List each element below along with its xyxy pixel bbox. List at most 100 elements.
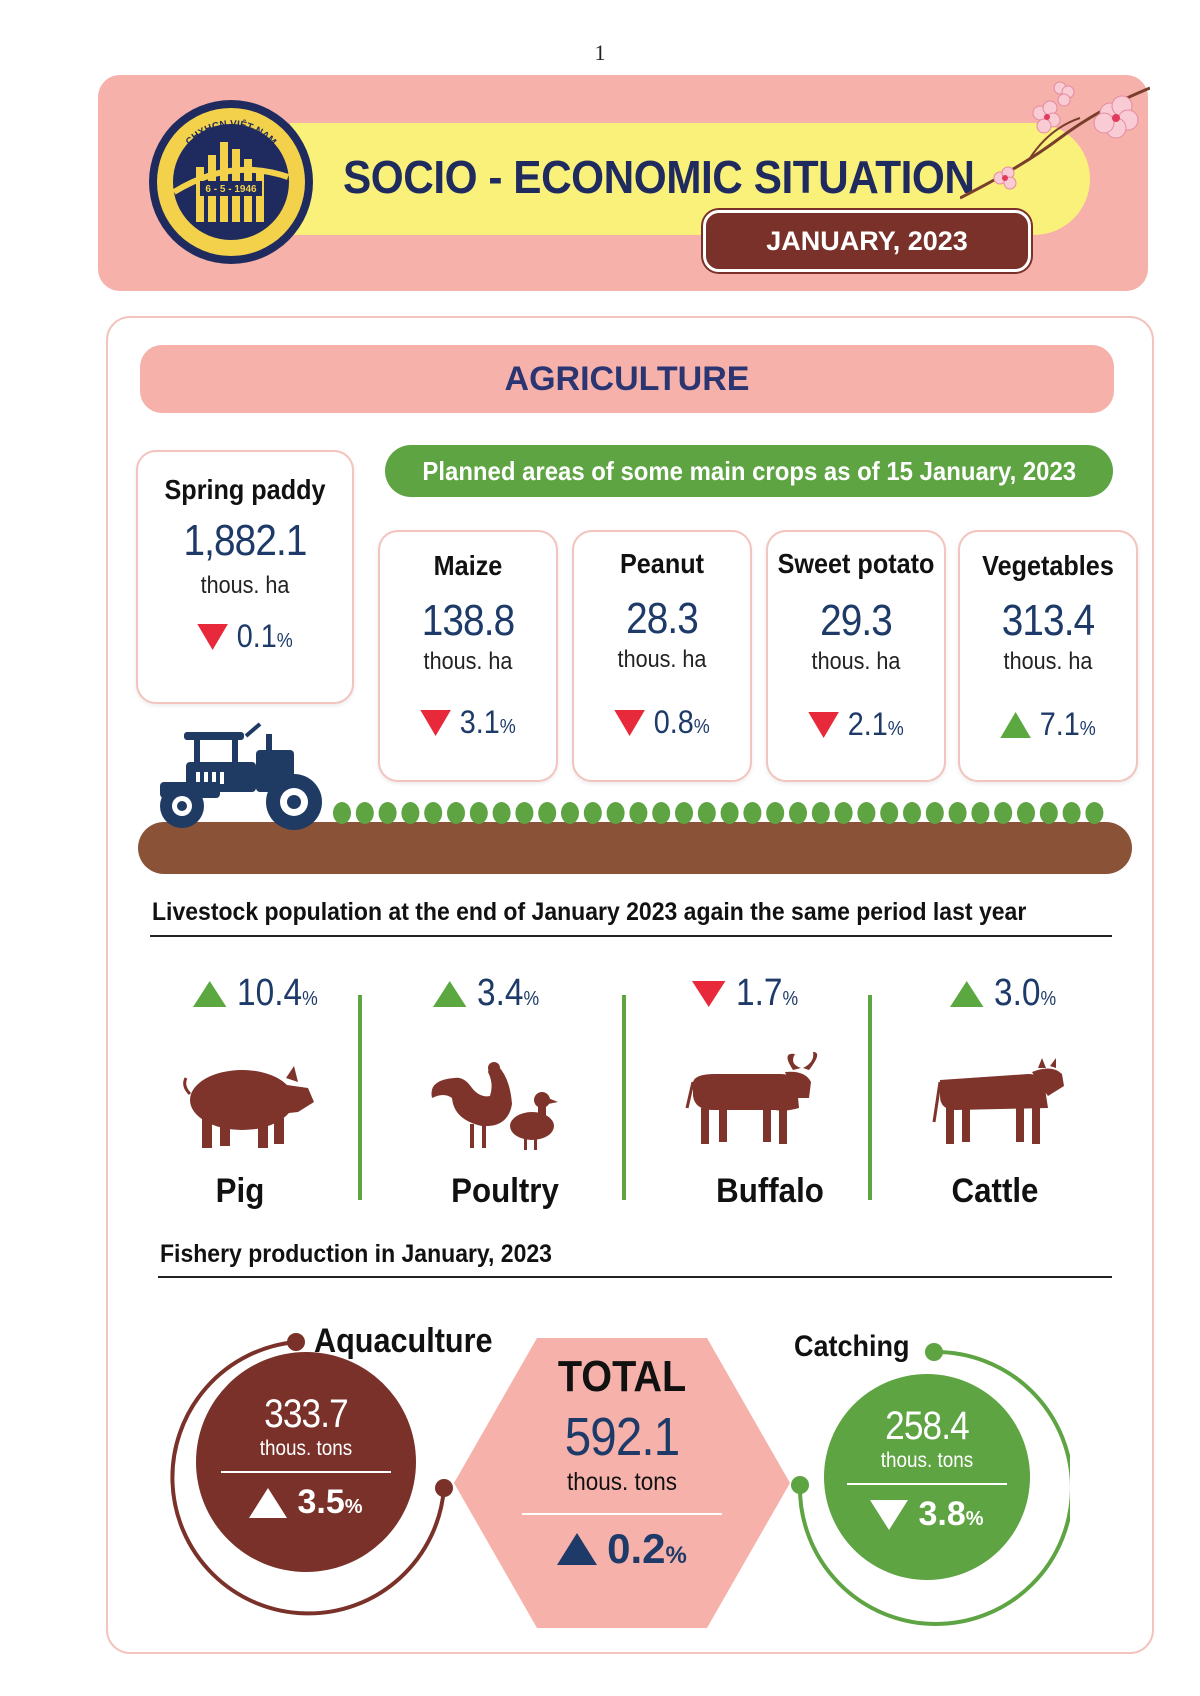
crop-box-sweet-potato: Sweet potato 29.3 thous. ha 2.1%	[766, 530, 946, 782]
sprout-icon	[492, 802, 511, 824]
sprout-icon	[629, 802, 648, 824]
sprout-icon	[378, 802, 397, 824]
crop-value: 29.3	[820, 596, 893, 645]
sprout-icon	[1039, 802, 1058, 824]
livestock-name-pig: Pig	[215, 1172, 265, 1210]
sprout-icon	[743, 802, 762, 824]
increase-triangle-icon	[950, 980, 984, 1007]
decrease-triangle-icon	[692, 980, 726, 1007]
aquaculture-divider	[221, 1471, 391, 1473]
sprout-icon	[447, 802, 465, 824]
percent-sign: %	[302, 988, 318, 1010]
report-date-badge: JANUARY, 2023	[703, 210, 1031, 272]
catching-divider	[847, 1483, 1007, 1485]
sprout-icon	[811, 802, 830, 824]
crop-change-value: 7.1	[1039, 706, 1080, 742]
sprout-icon	[606, 802, 625, 824]
increase-triangle-icon	[433, 980, 467, 1007]
aquaculture-circle: 333.7 thous. tons 3.5%	[196, 1352, 416, 1572]
aquaculture-dot	[287, 1333, 305, 1351]
fishery-connector-arcs	[170, 1333, 1070, 1626]
crop-box-maize: Maize 138.8 thous. ha 3.1%	[378, 530, 558, 782]
total-change-value: 0.2	[607, 1525, 666, 1572]
livestock-change-value: 1.7	[736, 972, 783, 1014]
spring-paddy-change: 0.1%	[149, 618, 342, 655]
sprout-icon	[515, 802, 534, 824]
decrease-triangle-icon	[614, 709, 645, 736]
aquaculture-value: 333.7	[264, 1392, 349, 1436]
crop-unit: thous. ha	[811, 648, 901, 675]
crop-change-value: 2.1	[847, 706, 888, 742]
percent-sign: %	[782, 988, 799, 1010]
crop-label: Maize	[433, 550, 503, 581]
sprout-icon	[834, 802, 853, 824]
sprout-icon	[1017, 802, 1035, 824]
sprout-icon	[1085, 802, 1104, 824]
crop-box-vegetables: Vegetables 313.4 thous. ha 7.1%	[958, 530, 1138, 782]
livestock-separator	[358, 995, 362, 1200]
poultry-icon	[431, 1062, 558, 1150]
sprout-icon	[994, 802, 1013, 824]
total-unit: thous. tons	[566, 1468, 678, 1496]
crop-unit: thous. ha	[617, 646, 707, 673]
percent-sign: %	[1040, 988, 1057, 1010]
buffalo-icon	[685, 1052, 818, 1144]
catching-dot	[791, 1476, 809, 1494]
crop-change: 0.8%	[583, 704, 741, 741]
sprout-icon	[948, 802, 967, 824]
soil-strip	[138, 822, 1132, 874]
pig-icon	[183, 1066, 314, 1148]
livestock-name-poultry: Poultry	[451, 1172, 559, 1210]
decrease-triangle-icon	[808, 711, 839, 738]
spring-paddy-label: Spring paddy	[164, 474, 326, 505]
sprout-icon	[424, 802, 443, 824]
aquaculture-change: 3.5%	[196, 1483, 416, 1522]
sprout-icon	[720, 802, 739, 824]
percent-sign: %	[965, 1508, 984, 1530]
spring-paddy-box: Spring paddy 1,882.1 thous. ha 0.1%	[136, 450, 354, 704]
sprout-icon	[355, 802, 374, 824]
sprout-icon	[652, 802, 671, 824]
crop-change-value: 3.1	[459, 704, 500, 740]
crop-box-peanut: Peanut 28.3 thous. ha 0.8%	[572, 530, 752, 782]
livestock-name-buffalo: Buffalo	[716, 1172, 824, 1210]
crop-change: 3.1%	[389, 704, 547, 741]
sprout-icon	[401, 802, 420, 824]
section-title-bar: AGRICULTURE	[140, 345, 1114, 413]
livestock-divider	[150, 935, 1112, 937]
total-content: TOTAL 592.1 thous. tons 0.2%	[452, 1352, 792, 1573]
catching-change-value: 3.8	[918, 1495, 966, 1533]
percent-sign: %	[523, 988, 540, 1010]
crop-change: 7.1%	[969, 706, 1127, 743]
catching-dot	[925, 1343, 943, 1361]
increase-triangle-icon	[249, 1487, 288, 1518]
sprout-icon	[880, 802, 899, 824]
crop-unit: thous. ha	[1003, 648, 1093, 675]
sprout-icon	[857, 802, 876, 824]
catching-unit: thous. tons	[880, 1449, 974, 1472]
sprout-icon	[583, 802, 602, 824]
percent-sign: %	[693, 716, 710, 738]
livestock-change-pig: 10.4%	[193, 972, 318, 1015]
total-divider	[522, 1513, 722, 1515]
crop-change-value: 0.8	[653, 704, 694, 740]
report-date: JANUARY, 2023	[766, 225, 968, 256]
percent-sign: %	[887, 718, 904, 740]
page-number: 1	[594, 40, 606, 65]
percent-sign: %	[344, 1496, 363, 1518]
increase-triangle-icon	[193, 980, 227, 1007]
percent-sign: %	[276, 630, 293, 652]
fishery-divider	[158, 1276, 1112, 1278]
crop-unit: thous. ha	[423, 648, 513, 675]
increase-triangle-icon	[557, 1533, 598, 1565]
blossom-decoration-icon	[960, 81, 1150, 200]
spring-paddy-change-value: 0.1	[236, 618, 277, 654]
livestock-change-cattle: 3.0%	[950, 972, 1056, 1015]
page-title: SOCIO - ECONOMIC SITUATION	[343, 151, 975, 203]
sprout-icon	[903, 802, 921, 824]
crops-banner-text: Planned areas of some main crops as of 1…	[422, 455, 1076, 486]
livestock-change-buffalo: 1.7%	[692, 972, 798, 1015]
total-hexagon	[454, 1338, 790, 1628]
crop-label: Peanut	[619, 548, 705, 579]
decrease-triangle-icon	[420, 709, 451, 736]
